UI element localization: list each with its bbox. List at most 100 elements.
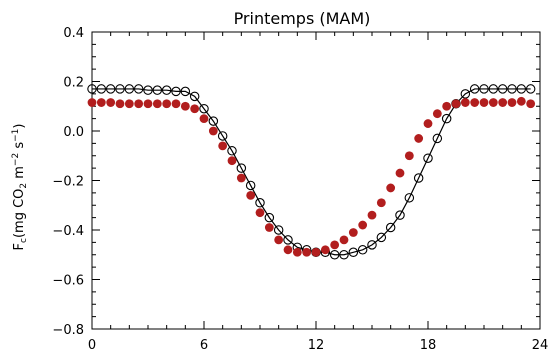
data-point-black bbox=[469, 84, 480, 94]
y-label-close: ) bbox=[12, 124, 27, 129]
data-point-black bbox=[348, 247, 359, 258]
data-point-red bbox=[274, 235, 284, 245]
data-point-black bbox=[432, 133, 443, 144]
ticks bbox=[91, 31, 541, 330]
data-point-red bbox=[255, 208, 265, 218]
data-point-black bbox=[395, 210, 405, 220]
data-point-black bbox=[479, 84, 489, 94]
data-point-black bbox=[264, 212, 275, 223]
data-point-red bbox=[320, 245, 330, 255]
data-point-black bbox=[96, 84, 107, 94]
data-point-black bbox=[115, 84, 125, 94]
data-point-red bbox=[106, 98, 116, 107]
series-black-open-circles bbox=[87, 84, 536, 260]
data-point-red bbox=[171, 99, 181, 109]
data-point-black bbox=[105, 84, 116, 94]
data-point-red bbox=[498, 98, 508, 107]
x-tick-label: 24 bbox=[532, 338, 549, 353]
y-tick-label: 0.2 bbox=[63, 76, 84, 91]
data-point-red bbox=[264, 223, 274, 232]
data-point-red bbox=[236, 173, 246, 183]
data-point-black bbox=[273, 225, 284, 235]
data-point-black bbox=[413, 173, 424, 183]
y-label-units-sub: 2 bbox=[19, 183, 29, 189]
data-point-red bbox=[339, 235, 349, 245]
data-point-black bbox=[217, 131, 228, 141]
data-point-black bbox=[507, 84, 517, 94]
data-point-black bbox=[329, 250, 340, 260]
y-label-units: (mg CO bbox=[12, 189, 27, 238]
data-point-red bbox=[87, 98, 97, 107]
data-point-red bbox=[432, 109, 442, 119]
data-point-red bbox=[292, 247, 302, 257]
y-label-sub: c bbox=[19, 238, 29, 243]
data-point-black bbox=[385, 222, 396, 233]
data-point-black bbox=[133, 84, 144, 94]
y-tick-label: 0.0 bbox=[63, 125, 84, 140]
y-label-exp1: −2 bbox=[11, 153, 21, 166]
data-point-red bbox=[311, 247, 321, 257]
data-point-black bbox=[404, 193, 415, 203]
data-point-red bbox=[283, 245, 293, 255]
x-tick-label: 12 bbox=[308, 338, 325, 353]
data-point-black bbox=[367, 240, 377, 250]
x-tick-label: 6 bbox=[200, 338, 208, 353]
data-point-red bbox=[367, 210, 377, 220]
data-point-red bbox=[414, 134, 424, 143]
data-point-red bbox=[134, 99, 144, 109]
data-point-red bbox=[180, 101, 190, 111]
data-point-red bbox=[516, 96, 526, 106]
x-tick-label: 0 bbox=[88, 338, 96, 353]
data-point-red bbox=[124, 99, 134, 109]
data-point-black bbox=[423, 153, 433, 163]
data-point-red bbox=[96, 98, 106, 107]
data-point-black bbox=[460, 89, 471, 99]
data-point-red bbox=[526, 99, 536, 109]
data-point-black bbox=[441, 113, 452, 124]
y-tick-label: −0.4 bbox=[52, 224, 84, 239]
chart-title: Printemps (MAM) bbox=[234, 9, 371, 28]
data-point-red bbox=[162, 99, 172, 109]
data-point-red bbox=[423, 119, 433, 128]
data-point-red bbox=[348, 228, 358, 237]
data-point-red bbox=[246, 190, 256, 200]
data-point-black bbox=[161, 85, 172, 95]
data-point-black bbox=[208, 116, 219, 126]
data-point-red bbox=[442, 101, 452, 111]
data-point-red bbox=[404, 151, 414, 161]
y-label-exp2: −1 bbox=[11, 129, 21, 142]
data-point-black bbox=[488, 84, 499, 94]
data-point-red bbox=[451, 99, 461, 109]
y-tick-label: 0.4 bbox=[63, 26, 84, 41]
y-label-units-rest: m bbox=[12, 166, 27, 183]
data-point-black bbox=[283, 235, 293, 245]
series-black-line bbox=[92, 88, 531, 256]
data-point-black bbox=[236, 163, 247, 173]
y-label-s: s bbox=[12, 142, 27, 153]
data-point-black bbox=[497, 84, 508, 94]
data-point-red bbox=[190, 104, 200, 114]
y-tick-label: −0.6 bbox=[52, 274, 84, 289]
data-point-red bbox=[488, 98, 498, 107]
data-point-red bbox=[507, 98, 517, 107]
data-point-red bbox=[386, 183, 396, 193]
data-point-black bbox=[516, 84, 527, 94]
y-axis-label: Fc(mg CO2 m−2 s−1) bbox=[11, 124, 29, 251]
data-point-red bbox=[227, 156, 237, 166]
y-tick-labels: −0.8 −0.6 −0.4 −0.2 0.0 0.2 0.4 bbox=[52, 26, 84, 338]
data-point-red bbox=[460, 98, 470, 107]
data-point-black bbox=[245, 180, 256, 191]
data-point-red bbox=[208, 126, 218, 136]
x-tick-labels: 0 6 12 18 24 bbox=[88, 338, 548, 353]
data-point-black bbox=[180, 86, 191, 97]
data-point-black bbox=[525, 84, 536, 94]
data-point-black bbox=[171, 86, 181, 97]
data-point-red bbox=[330, 240, 340, 250]
data-point-red bbox=[152, 99, 162, 109]
data-point-black bbox=[189, 91, 200, 102]
data-point-black bbox=[87, 84, 97, 94]
series-red-filled-circles bbox=[87, 96, 536, 257]
data-point-red bbox=[115, 99, 125, 109]
data-point-red bbox=[479, 98, 489, 107]
